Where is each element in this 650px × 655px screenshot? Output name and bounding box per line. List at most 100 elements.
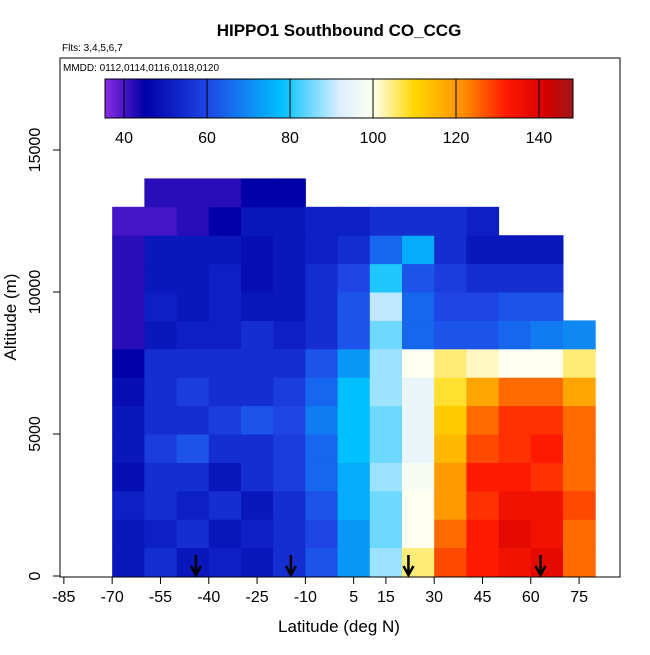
heatmap-cell	[112, 263, 145, 293]
heatmap-cell	[208, 519, 242, 549]
heatmap-cell	[401, 519, 435, 549]
y-tick-label: 10000	[27, 270, 44, 315]
annotation: Flts: 3,4,5,6,7	[62, 43, 123, 54]
heatmap-cell	[305, 292, 339, 321]
heatmap-cell	[369, 206, 403, 236]
heatmap-cell	[369, 263, 403, 293]
heatmap-cell	[337, 434, 371, 463]
colorbar-tick-label: 40	[115, 130, 133, 147]
heatmap-cell	[176, 178, 210, 208]
heatmap-cell	[530, 519, 564, 549]
colorbar-tick-label: 120	[443, 130, 470, 147]
heatmap-cell	[176, 377, 210, 407]
heatmap-cell	[305, 519, 339, 549]
heatmap-cell	[273, 178, 306, 208]
heatmap-cell	[176, 462, 210, 492]
x-tick-label: -70	[101, 589, 124, 606]
heatmap-cell	[273, 434, 306, 463]
heatmap-cell	[305, 434, 339, 463]
heatmap-cell	[305, 206, 339, 236]
heatmap-cell	[144, 405, 178, 435]
heatmap-cell	[401, 263, 435, 293]
heatmap-cell	[466, 490, 500, 520]
heatmap-cell	[273, 377, 306, 407]
heatmap-cell	[369, 519, 403, 549]
heatmap-cell	[498, 263, 532, 293]
heatmap-cell	[208, 462, 242, 492]
x-tick-label: -25	[246, 589, 269, 606]
heatmap-cell	[144, 263, 178, 293]
heatmap-cell	[144, 206, 178, 236]
heatmap-cell	[466, 263, 500, 293]
heatmap-cell	[434, 348, 467, 378]
heatmap-cell	[530, 292, 564, 321]
latitude-marker	[284, 555, 297, 578]
heatmap-cell	[369, 235, 403, 265]
colorbar-tick-label: 100	[360, 130, 387, 147]
heatmap-cell	[305, 235, 339, 265]
heatmap-cell	[240, 235, 274, 265]
heatmap-cell	[466, 519, 500, 549]
heatmap-cell	[401, 405, 435, 435]
heatmap-cell	[305, 490, 339, 520]
heatmap-cell	[208, 405, 242, 435]
heatmap-cell	[337, 519, 371, 549]
heatmap-cell	[434, 462, 467, 492]
colorbar-tick-label: 60	[198, 130, 216, 147]
heatmap-cell	[305, 377, 339, 407]
heatmap-cell	[305, 320, 339, 350]
x-tick-label: -10	[294, 589, 317, 606]
heatmap-cell	[530, 348, 564, 378]
heatmap-cell	[144, 377, 178, 407]
x-tick-label: -55	[149, 589, 172, 606]
heatmap-cell	[434, 519, 467, 549]
heatmap-cell	[240, 519, 274, 549]
heatmap-cell	[112, 434, 145, 463]
x-tick-label: 75	[570, 589, 588, 606]
heatmap-cell	[112, 348, 145, 378]
heatmap-cell	[273, 235, 306, 265]
latitude-marker	[402, 555, 415, 578]
heatmap-cell	[466, 434, 500, 463]
heatmap-cell	[144, 462, 178, 492]
heatmap-cell	[112, 490, 145, 520]
heatmap-cell	[337, 263, 371, 293]
heatmap-cell	[176, 206, 210, 236]
heatmap-cell	[208, 377, 242, 407]
y-tick-label: 0	[27, 571, 44, 580]
heatmap-cell	[369, 462, 403, 492]
heatmap-cell	[530, 405, 564, 435]
heatmap-cell	[112, 377, 145, 407]
heatmap-cell	[240, 377, 274, 407]
heatmap-cell	[240, 320, 274, 350]
heatmap-cell	[498, 405, 532, 435]
heatmap-cell	[337, 292, 371, 321]
heatmap-cell	[563, 377, 596, 407]
heatmap-cell	[466, 206, 500, 236]
heatmap-cell	[273, 462, 306, 492]
heatmap-cell	[208, 292, 242, 321]
heatmap-cell	[337, 235, 371, 265]
heatmap-cell	[498, 348, 532, 378]
heatmap-cell	[144, 547, 178, 577]
heatmap-cell	[240, 178, 274, 208]
heatmap-cell	[112, 519, 145, 549]
heatmap-cell	[112, 462, 145, 492]
heatmap-cell	[305, 263, 339, 293]
heatmap-cell	[240, 547, 274, 577]
heatmap-cell	[337, 405, 371, 435]
heatmap-cell	[240, 292, 274, 321]
heatmap-cell	[530, 377, 564, 407]
heatmap-cell	[176, 292, 210, 321]
heatmap-cell	[144, 178, 178, 208]
heatmap-cell	[434, 377, 467, 407]
heatmap-cell	[498, 434, 532, 463]
heatmap-cell	[434, 235, 467, 265]
heatmap-cell	[144, 434, 178, 463]
heatmap-cell	[176, 405, 210, 435]
heatmap-cell	[466, 405, 500, 435]
heatmap-cell	[434, 320, 467, 350]
heatmap-cell	[176, 434, 210, 463]
heatmap-cell	[466, 235, 500, 265]
